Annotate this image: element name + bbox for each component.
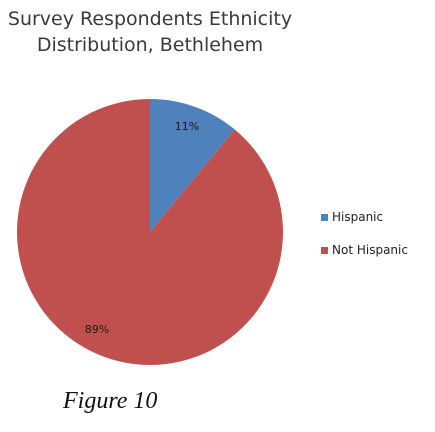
chart-title: Survey Respondents Ethnicity Distributio… bbox=[0, 6, 300, 58]
chart-title-line-1: Survey Respondents Ethnicity bbox=[7, 8, 293, 30]
data-label-not-hispanic: 89% bbox=[85, 323, 109, 336]
data-label-hispanic: 11% bbox=[175, 120, 199, 133]
chart-title-line-2: Distribution, Bethlehem bbox=[36, 34, 264, 56]
figure-caption: Figure 10 bbox=[63, 388, 158, 414]
legend: Hispanic Not Hispanic bbox=[321, 209, 408, 275]
legend-swatch bbox=[321, 213, 328, 221]
legend-label: Not Hispanic bbox=[332, 243, 408, 257]
legend-item-hispanic: Hispanic bbox=[321, 209, 408, 225]
legend-swatch bbox=[321, 246, 328, 254]
legend-item-not-hispanic: Not Hispanic bbox=[321, 242, 408, 258]
pie-slice-hispanic bbox=[150, 99, 235, 232]
pie-slice-not-hispanic bbox=[16, 99, 283, 366]
legend-label: Hispanic bbox=[332, 210, 384, 224]
